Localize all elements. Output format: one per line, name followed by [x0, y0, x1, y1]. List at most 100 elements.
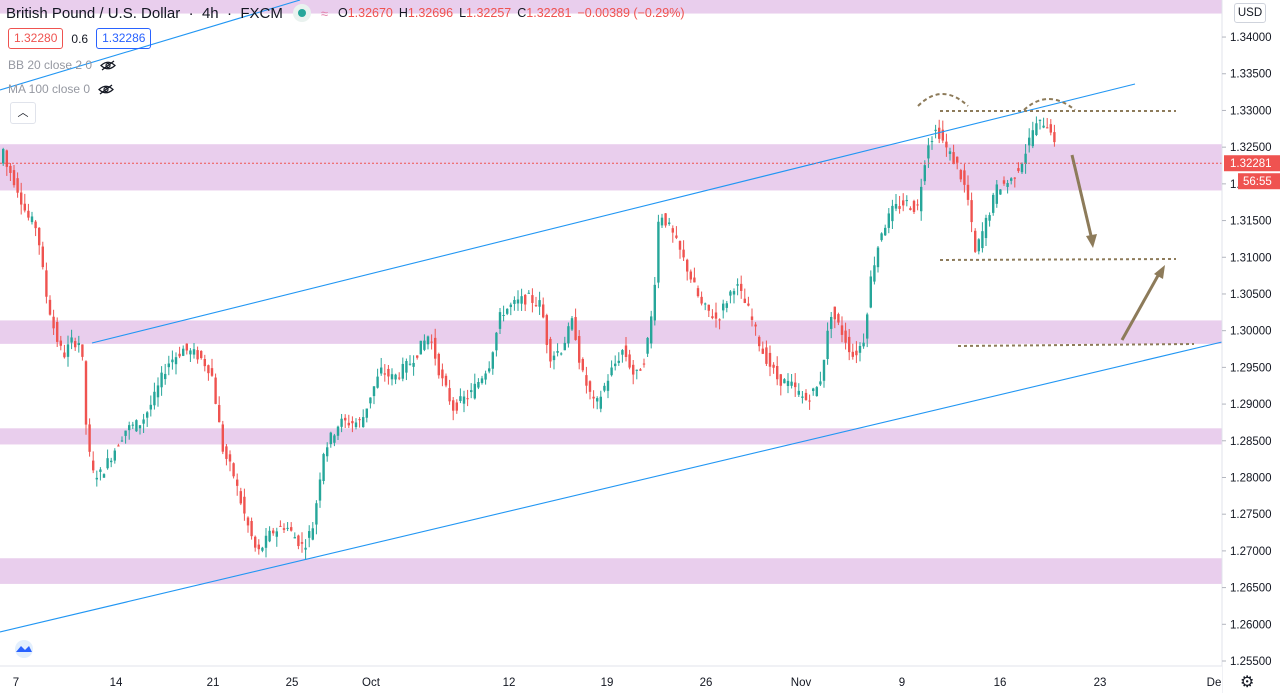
price-tick-label: 1.26500	[1230, 583, 1272, 595]
target-level-2	[957, 343, 1195, 347]
sell-button[interactable]: 1.32280	[8, 28, 64, 49]
candle-body	[380, 367, 383, 374]
candle-body	[178, 353, 181, 357]
candle-body	[786, 380, 790, 387]
candle-body	[491, 352, 494, 369]
time-tick-label: Nov	[791, 677, 812, 689]
candle-body	[416, 355, 419, 358]
price-axis-bg	[1222, 0, 1280, 693]
candle-body	[815, 387, 818, 397]
candle-body	[1020, 163, 1024, 173]
candle-body	[120, 440, 124, 442]
candle-body	[592, 396, 595, 399]
zone-band	[0, 320, 1222, 344]
candle-body	[257, 544, 260, 550]
buy-button[interactable]: 1.32286	[96, 28, 152, 49]
candle-body	[628, 354, 631, 368]
candle-body	[164, 373, 167, 380]
candle-body	[617, 360, 620, 363]
gear-icon[interactable]: ⚙	[1240, 674, 1255, 691]
candle-body	[894, 203, 898, 209]
eye-hidden-icon[interactable]	[98, 84, 114, 95]
double-top-arc-2	[1023, 98, 1076, 111]
candle-body	[254, 536, 257, 548]
candle-body	[1046, 127, 1049, 129]
candle-body	[268, 530, 271, 542]
candle-body	[696, 288, 700, 297]
candle-body	[23, 203, 26, 211]
candlestick-series	[2, 116, 1056, 560]
candle-body	[426, 336, 430, 345]
candle-body	[63, 352, 66, 358]
candle-body	[329, 432, 332, 445]
candle-body	[524, 294, 527, 305]
price-tick-label: 1.33000	[1230, 105, 1272, 117]
candle-body	[218, 405, 221, 423]
candle-body	[290, 527, 293, 531]
indicator-bb[interactable]: BB 20 close 2 0	[8, 58, 116, 72]
candle-body	[74, 341, 77, 348]
candle-body	[488, 368, 491, 372]
candle-body	[156, 385, 160, 398]
candle-body	[200, 350, 203, 359]
candle-body	[516, 299, 520, 304]
candle-body	[678, 241, 682, 250]
candle-body	[473, 383, 476, 399]
price-axis[interactable]: 1.25500 1.26000 1.26500 1.27000 1.27500 1.280…	[1221, 0, 1280, 693]
candle-body	[434, 337, 437, 359]
interval-label[interactable]: 4h	[201, 4, 219, 22]
candle-body	[506, 308, 509, 314]
candle-body	[552, 355, 556, 361]
candle-body	[394, 374, 397, 380]
currency-button[interactable]: USD	[1234, 3, 1266, 23]
candle-body	[974, 230, 977, 252]
candle-body	[149, 404, 152, 410]
time-axis[interactable]: 7 14 21 25 Oct 12 19 26 Nov 9 16 23 De	[0, 665, 1222, 693]
candle-body	[945, 141, 948, 148]
chevron-up-icon: ︿	[17, 107, 29, 119]
candle-body	[707, 304, 710, 311]
candle-body	[804, 392, 808, 400]
candle-body	[909, 208, 912, 210]
last-price-tag	[1224, 155, 1280, 172]
candle-body	[862, 342, 865, 347]
price-tick-label: 1.31500	[1230, 216, 1272, 228]
tradingview-logo-icon[interactable]	[12, 640, 36, 658]
time-tick-label: De	[1207, 677, 1222, 689]
candle-body	[365, 408, 368, 418]
candle-body	[826, 330, 829, 360]
candle-body	[88, 424, 91, 452]
candle-body	[693, 277, 696, 283]
eye-hidden-icon[interactable]	[100, 60, 116, 71]
time-tick-label: 25	[286, 677, 299, 689]
candle-body	[41, 246, 44, 268]
symbol-title[interactable]: British Pound / U.S. Dollar · 4h · FXCM	[6, 4, 283, 22]
candle-body	[898, 206, 901, 209]
trendlines[interactable]	[0, 0, 1223, 633]
candle-body	[470, 390, 473, 393]
indicator-ma[interactable]: MA 100 close 0	[8, 82, 114, 96]
candle-body	[1013, 177, 1016, 179]
candle-body	[376, 376, 379, 388]
candle-body	[1042, 125, 1045, 128]
candle-body	[941, 129, 944, 141]
price-tick-label: 1.34000	[1230, 32, 1272, 44]
candle-body	[326, 447, 329, 457]
annotations[interactable]	[917, 93, 1195, 347]
candle-body	[106, 458, 109, 469]
candle-body	[761, 348, 764, 354]
candle-body	[794, 382, 797, 388]
collapse-legend-button[interactable]: ︿	[10, 102, 36, 124]
last-price-tag-label: 1.32281	[1230, 158, 1272, 170]
candle-body	[988, 215, 991, 221]
candle-body	[671, 228, 674, 233]
spread-value: 0.6	[71, 31, 89, 46]
candle-body	[484, 373, 487, 380]
wave-icon: ≈	[320, 5, 328, 21]
upper-channel-line	[91, 83, 1136, 344]
candle-body	[869, 276, 872, 308]
candle-body	[664, 213, 667, 226]
symbol-name[interactable]: British Pound / U.S. Dollar	[6, 4, 181, 22]
time-tick-label: 12	[503, 677, 516, 689]
